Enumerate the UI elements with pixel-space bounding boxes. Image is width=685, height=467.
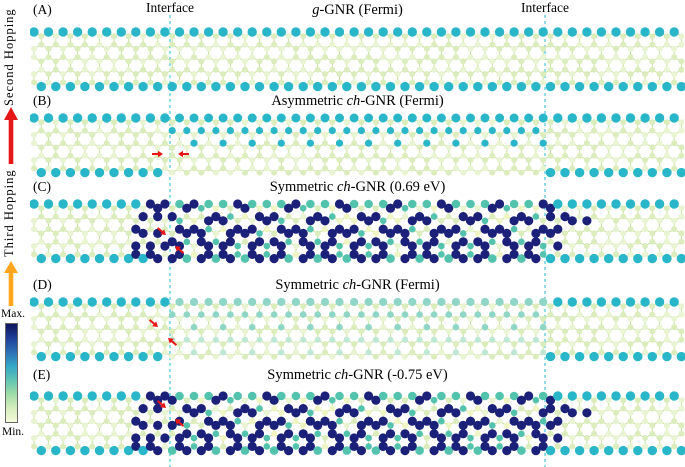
colorbar-min-label: Min. — [2, 426, 25, 438]
ribbon-symmetric-ch-gnr-fermi — [30, 297, 685, 362]
panel-a-title: g-GNR (Fermi) — [312, 2, 403, 18]
panel-e-title: Symmetric ch-GNR (-0.75 eV) — [267, 367, 448, 383]
panel-e-label: (E) — [33, 367, 51, 382]
interface-label-right: Interface — [521, 0, 569, 15]
ribbon-symmetric-ch-gnr-069ev — [30, 199, 685, 264]
third-hopping-label: Third Hopping — [2, 169, 16, 257]
panel-d-title: Symmetric ch-GNR (Fermi) — [275, 277, 440, 293]
red-up-arrow-icon — [4, 107, 18, 164]
third-hopping-arrow-icon — [4, 261, 18, 306]
second-hopping-arrow-icon — [4, 107, 18, 164]
panel-c-label: (C) — [33, 179, 51, 194]
colorbar — [5, 323, 18, 423]
panel-b-title: Asymmetric ch-GNR (Fermi) — [271, 93, 444, 109]
second-hopping-label: Second Hopping — [2, 8, 16, 106]
interface-label-left: Interface — [146, 0, 194, 15]
colorbar-max-label: Max. — [1, 308, 25, 320]
ribbon-asymmetric-ch-gnr — [30, 113, 685, 178]
panel-a-label: (A) — [33, 2, 52, 17]
ribbon-g-gnr — [30, 27, 685, 92]
ribbon-symmetric-ch-gnr-m075ev — [30, 391, 685, 456]
panel-b-label: (B) — [33, 93, 51, 108]
panel-c-title: Symmetric ch-GNR (0.69 eV) — [269, 179, 446, 195]
panel-d-label: (D) — [33, 277, 52, 292]
orange-up-arrow-icon — [4, 261, 18, 306]
